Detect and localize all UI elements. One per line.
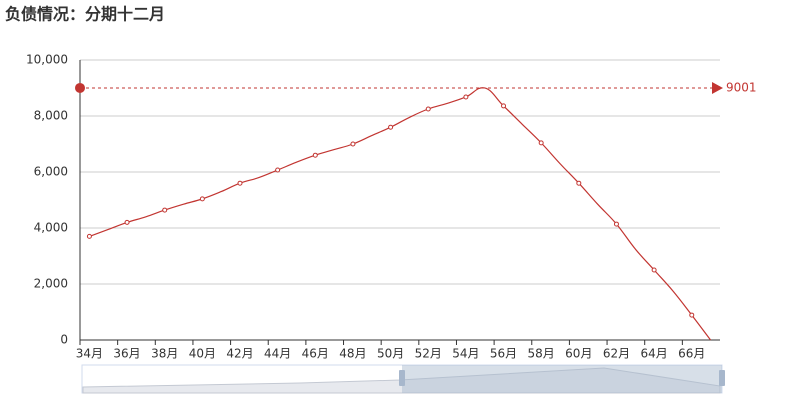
x-tick-label: 42月 [226, 347, 253, 361]
x-tick-label: 50月 [377, 347, 404, 361]
x-tick-label: 36月 [113, 347, 140, 361]
y-tick-label: 8,000 [34, 109, 68, 123]
x-tick-label: 56月 [490, 347, 517, 361]
y-tick-label: 4,000 [34, 221, 68, 235]
y-tick-label: 2,000 [34, 277, 68, 291]
point [388, 124, 394, 130]
point [199, 196, 205, 202]
x-tick-label: 44月 [264, 347, 291, 361]
data-zoom[interactable] [81, 364, 725, 394]
line [89, 87, 712, 341]
y-tick-label: 10,000 [26, 53, 68, 67]
x-tick-label: 46月 [302, 347, 329, 361]
point [689, 312, 695, 318]
point [124, 219, 130, 225]
x-tick-label: 60月 [565, 347, 592, 361]
point [501, 103, 507, 109]
y-tick-label: 6,000 [34, 165, 68, 179]
zoom-handle[interactable] [719, 370, 725, 386]
chart-title: 负债情况：分期十二月 [5, 5, 165, 24]
point [538, 140, 544, 146]
point [86, 233, 92, 239]
point [350, 141, 356, 147]
mark-line-start [75, 82, 85, 93]
x-tick-label: 62月 [603, 347, 630, 361]
point [237, 180, 243, 186]
x-tick-label: 48月 [339, 347, 366, 361]
point [275, 167, 281, 173]
zoom-window[interactable] [402, 365, 722, 393]
point [613, 221, 619, 227]
x-tick-label: 54月 [452, 347, 479, 361]
point [162, 207, 168, 213]
zoom-handle[interactable] [399, 370, 405, 386]
x-tick-label: 40月 [189, 347, 216, 361]
mark-line-label: 9001 [726, 80, 757, 94]
point [651, 267, 657, 273]
point [312, 152, 318, 158]
x-tick-label: 64月 [640, 347, 667, 361]
x-tick-label: 38月 [151, 347, 178, 361]
point [425, 106, 431, 112]
mark-line-arrow [712, 81, 723, 94]
y-tick-label: 0 [60, 333, 68, 347]
point [463, 94, 469, 100]
point [576, 180, 582, 186]
x-tick-label: 66月 [678, 347, 705, 361]
x-tick-label: 58月 [528, 347, 555, 361]
x-tick-label: 34月 [76, 347, 103, 361]
x-tick-label: 52月 [415, 347, 442, 361]
